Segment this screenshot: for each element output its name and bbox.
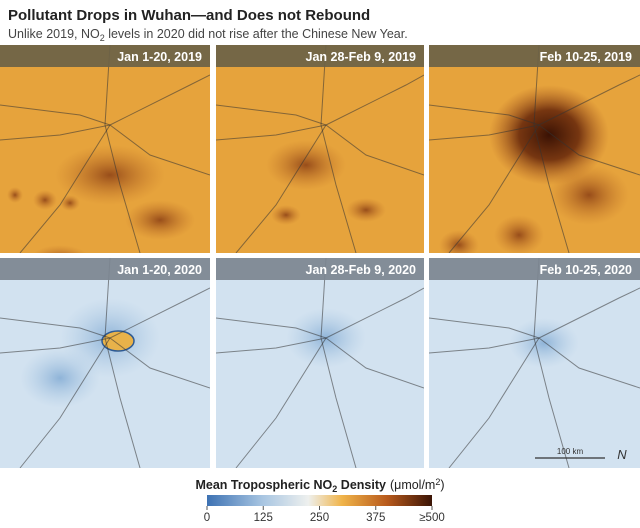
road <box>104 258 141 468</box>
concentration-area <box>549 165 629 225</box>
panel-label: Jan 1-20, 2020 <box>117 263 202 277</box>
panel-label-bar <box>216 258 424 280</box>
road <box>109 287 210 339</box>
panel-label: Feb 10-25, 2020 <box>540 263 632 277</box>
hotspot <box>101 330 135 352</box>
map-panel: Jan 28-Feb 9, 2019 <box>216 45 424 253</box>
concentration-area <box>271 205 301 225</box>
title: Pollutant Drops in Wuhan—and Does not Re… <box>8 7 370 24</box>
subtitle-part: Unlike 2019, NO <box>8 27 100 41</box>
colorbar-label-part: Mean Tropospheric NO <box>195 478 332 492</box>
colorbar-tick-label: 0 <box>204 512 210 524</box>
panel-label: Feb 10-25, 2019 <box>540 50 632 64</box>
colorbar-label-sub: 2 <box>332 484 337 494</box>
road <box>429 104 540 126</box>
road <box>320 45 357 253</box>
concentration-area <box>33 245 87 253</box>
road <box>104 45 141 253</box>
map-panel: Jan 28-Feb 9, 2020 <box>216 258 424 468</box>
panel-label: Jan 1-20, 2019 <box>117 50 202 64</box>
map-panel: Feb 10-25, 2019 <box>429 45 640 253</box>
scale-bar-label: 100 km <box>557 447 584 456</box>
panel-label-bar <box>0 45 210 67</box>
panel-label-bar <box>0 258 210 280</box>
concentration-area <box>20 348 100 408</box>
colorbar-unit: ) <box>440 478 444 492</box>
north-arrow: N <box>617 447 627 462</box>
road <box>320 258 357 468</box>
panel-label-bar <box>216 45 424 67</box>
colorbar-tick-label: 375 <box>366 512 385 524</box>
road <box>109 74 210 126</box>
colorbar-tick-label: ≥500 <box>419 512 445 524</box>
subtitle-sub: 2 <box>100 33 105 43</box>
concentration-area <box>346 198 386 222</box>
concentration-area <box>439 230 479 253</box>
road <box>538 287 640 339</box>
map-panel: Jan 1-20, 2019 <box>0 45 210 253</box>
road <box>0 104 111 126</box>
road <box>538 74 640 126</box>
map-panel: Jan 1-20, 2020 <box>0 258 210 468</box>
road <box>325 287 424 339</box>
concentration-area <box>60 195 80 211</box>
concentration-area <box>55 145 165 205</box>
concentration-area <box>509 318 579 368</box>
road <box>448 337 540 468</box>
concentration-area <box>489 85 609 185</box>
road <box>533 45 570 253</box>
road <box>533 258 570 468</box>
colorbar <box>207 495 432 506</box>
road <box>448 124 540 253</box>
colorbar-label-part: Density <box>337 478 386 492</box>
panel-label: Jan 28-Feb 9, 2020 <box>306 263 417 277</box>
road <box>216 317 327 339</box>
concentration-area <box>266 140 346 190</box>
road <box>19 124 111 253</box>
road <box>0 317 111 339</box>
subtitle-part: levels in 2020 did not rise after the Ch… <box>105 27 408 41</box>
subtitle: Unlike 2019, NO2 levels in 2020 did not … <box>8 27 408 43</box>
colorbar-unit: (μmol/m <box>390 478 435 492</box>
panel-label-bar <box>429 45 640 67</box>
concentration-area <box>494 215 544 253</box>
road <box>235 124 327 253</box>
colorbar-tick-label: 250 <box>310 512 329 524</box>
concentration-area <box>125 200 195 240</box>
road <box>325 74 424 126</box>
concentration-area <box>7 187 23 203</box>
concentration-area <box>33 190 57 210</box>
road <box>429 317 540 339</box>
colorbar-tick-label: 125 <box>254 512 273 524</box>
colorbar-label: Mean Tropospheric NO2 Density (μmol/m2) <box>195 477 444 494</box>
panel-label: Jan 28-Feb 9, 2019 <box>306 50 417 64</box>
road <box>216 104 327 126</box>
panel-label-bar <box>429 258 640 280</box>
map-panel: Feb 10-25, 2020 <box>429 258 640 468</box>
road <box>19 337 111 468</box>
colorbar-unit-sup: 2 <box>435 477 440 487</box>
road <box>235 337 327 468</box>
